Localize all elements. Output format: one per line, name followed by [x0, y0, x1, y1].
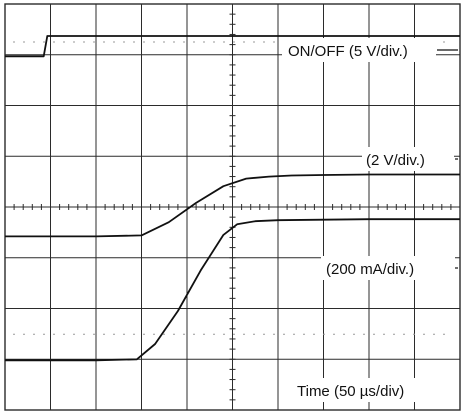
grid: [4, 3, 461, 411]
trace-onoff: [5, 35, 460, 58]
label-background-voltage: [362, 147, 454, 171]
label-background-current: [321, 256, 455, 280]
label-voltage: (2 V/div.): [366, 152, 425, 169]
label-current: (200 mA/div.): [326, 261, 414, 278]
annotations: ON/OFF (5 V/div.) (2 V/div.) (200 mA/div…: [282, 38, 455, 402]
label-background-time: [292, 378, 448, 402]
traces: [5, 35, 460, 362]
trace-current: [5, 218, 460, 362]
trace-voltage: [5, 173, 460, 238]
label-background-onoff: [282, 38, 436, 62]
label-onoff: ON/OFF (5 V/div.): [288, 43, 408, 60]
label-time: Time (50 µs/div): [297, 383, 404, 400]
